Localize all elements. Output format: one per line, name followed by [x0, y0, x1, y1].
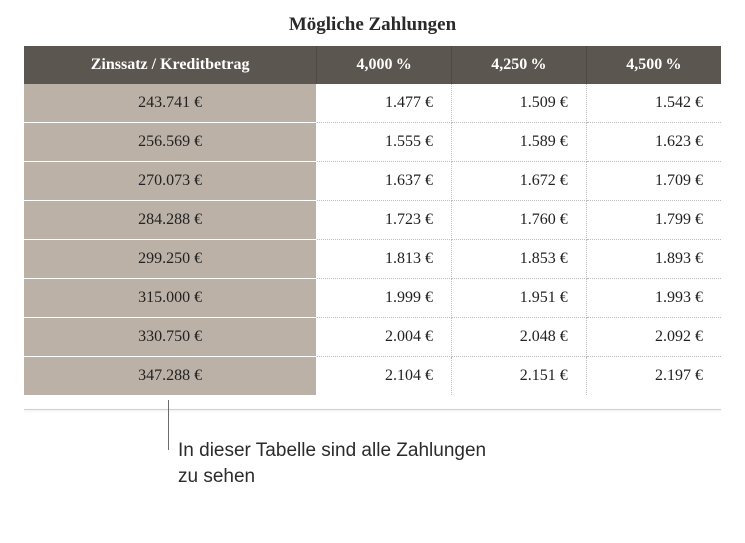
table-body: 243.741 € 1.477 € 1.509 € 1.542 € 256.56… — [24, 84, 721, 395]
table-row: 347.288 € 2.104 € 2.151 € 2.197 € — [24, 357, 721, 396]
cell: 1.760 € — [452, 201, 587, 240]
cell: 1.951 € — [452, 279, 587, 318]
table-row: 243.741 € 1.477 € 1.509 € 1.542 € — [24, 84, 721, 123]
row-head: 284.288 € — [24, 201, 317, 240]
col-header-4-250: 4,250 % — [452, 46, 587, 84]
row-head: 243.741 € — [24, 84, 317, 123]
row-head: 299.250 € — [24, 240, 317, 279]
row-head: 330.750 € — [24, 318, 317, 357]
cell: 1.813 € — [317, 240, 452, 279]
cell: 1.555 € — [317, 123, 452, 162]
cell: 1.672 € — [452, 162, 587, 201]
cell: 1.999 € — [317, 279, 452, 318]
table-header-row: Zinssatz / Kreditbetrag 4,000 % 4,250 % … — [24, 46, 721, 84]
row-head: 256.569 € — [24, 123, 317, 162]
cell: 2.104 € — [317, 357, 452, 396]
callout-line — [168, 400, 169, 450]
table-row: 330.750 € 2.004 € 2.048 € 2.092 € — [24, 318, 721, 357]
cell: 1.853 € — [452, 240, 587, 279]
cell: 1.509 € — [452, 84, 587, 123]
payments-figure: Mögliche Zahlungen Zinssatz / Kreditbetr… — [0, 0, 745, 410]
cell: 1.477 € — [317, 84, 452, 123]
row-head: 347.288 € — [24, 357, 317, 396]
cell: 1.723 € — [317, 201, 452, 240]
cell: 1.993 € — [586, 279, 721, 318]
table-row: 315.000 € 1.999 € 1.951 € 1.993 € — [24, 279, 721, 318]
table-row: 256.569 € 1.555 € 1.589 € 1.623 € — [24, 123, 721, 162]
cell: 2.004 € — [317, 318, 452, 357]
cell: 1.709 € — [586, 162, 721, 201]
table-row: 284.288 € 1.723 € 1.760 € 1.799 € — [24, 201, 721, 240]
cell: 2.151 € — [452, 357, 587, 396]
cell: 1.637 € — [317, 162, 452, 201]
col-header-4-500: 4,500 % — [586, 46, 721, 84]
row-head: 270.073 € — [24, 162, 317, 201]
cell: 2.092 € — [586, 318, 721, 357]
table-row: 270.073 € 1.637 € 1.672 € 1.709 € — [24, 162, 721, 201]
cell: 1.542 € — [586, 84, 721, 123]
callout-text: In dieser Tabelle sind alle Zahlungen zu… — [178, 438, 498, 489]
cell: 1.799 € — [586, 201, 721, 240]
cell: 1.589 € — [452, 123, 587, 162]
cell: 2.197 € — [586, 357, 721, 396]
payments-table: Zinssatz / Kreditbetrag 4,000 % 4,250 % … — [24, 46, 721, 395]
cell: 2.048 € — [452, 318, 587, 357]
table-bottom-rule — [24, 409, 721, 410]
col-header-rate-amount: Zinssatz / Kreditbetrag — [24, 46, 317, 84]
table-row: 299.250 € 1.813 € 1.853 € 1.893 € — [24, 240, 721, 279]
col-header-4-000: 4,000 % — [317, 46, 452, 84]
row-head: 315.000 € — [24, 279, 317, 318]
cell: 1.893 € — [586, 240, 721, 279]
cell: 1.623 € — [586, 123, 721, 162]
figure-title: Mögliche Zahlungen — [24, 14, 721, 36]
